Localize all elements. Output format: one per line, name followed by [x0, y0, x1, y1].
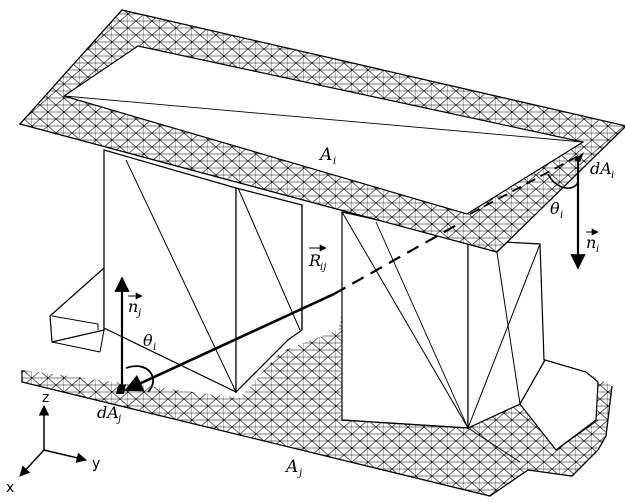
- label-theta-i: θ: [550, 199, 560, 218]
- label-nj-sub: j: [136, 308, 141, 319]
- vector-r-ij: [124, 153, 583, 392]
- top-surface-ai: [18, 9, 625, 253]
- label-ai-sub: i: [333, 156, 336, 167]
- coordinate-axes: z y x: [6, 390, 100, 496]
- label-dai: dA: [590, 159, 612, 178]
- inner-wall: [235, 187, 303, 394]
- axis-y-label: y: [92, 456, 100, 472]
- label-rij: R: [308, 251, 321, 270]
- label-daj: dA: [97, 403, 119, 422]
- label-theta-i-sub: i: [560, 210, 563, 221]
- left-support-block: [49, 266, 105, 353]
- normal-vector-nj: [114, 276, 154, 394]
- top-outline: [18, 9, 625, 253]
- normal-vector-ni: [547, 152, 586, 270]
- label-ai: A: [318, 145, 332, 165]
- label-ni: n: [586, 233, 596, 252]
- label-ni-sub: i: [596, 244, 599, 255]
- top-opening: [62, 45, 585, 215]
- side-walls: [103, 149, 599, 463]
- label-dai-sub: i: [611, 170, 614, 181]
- bottom-outline: [21, 370, 613, 497]
- label-theta-j-sub: i: [153, 342, 156, 353]
- labels: A i dA i θ i n i R ij n j θ i dA j A j: [97, 145, 614, 479]
- label-daj-sub: j: [116, 414, 121, 425]
- axis-x-label: x: [6, 480, 14, 496]
- axis-z-label: z: [42, 390, 49, 406]
- label-aj: A: [284, 457, 298, 477]
- label-theta-j: θ: [143, 331, 153, 350]
- label-nj: n: [128, 297, 138, 316]
- label-rij-sub: ij: [320, 262, 326, 273]
- label-aj-sub: j: [297, 468, 302, 479]
- left-wall: [103, 149, 237, 393]
